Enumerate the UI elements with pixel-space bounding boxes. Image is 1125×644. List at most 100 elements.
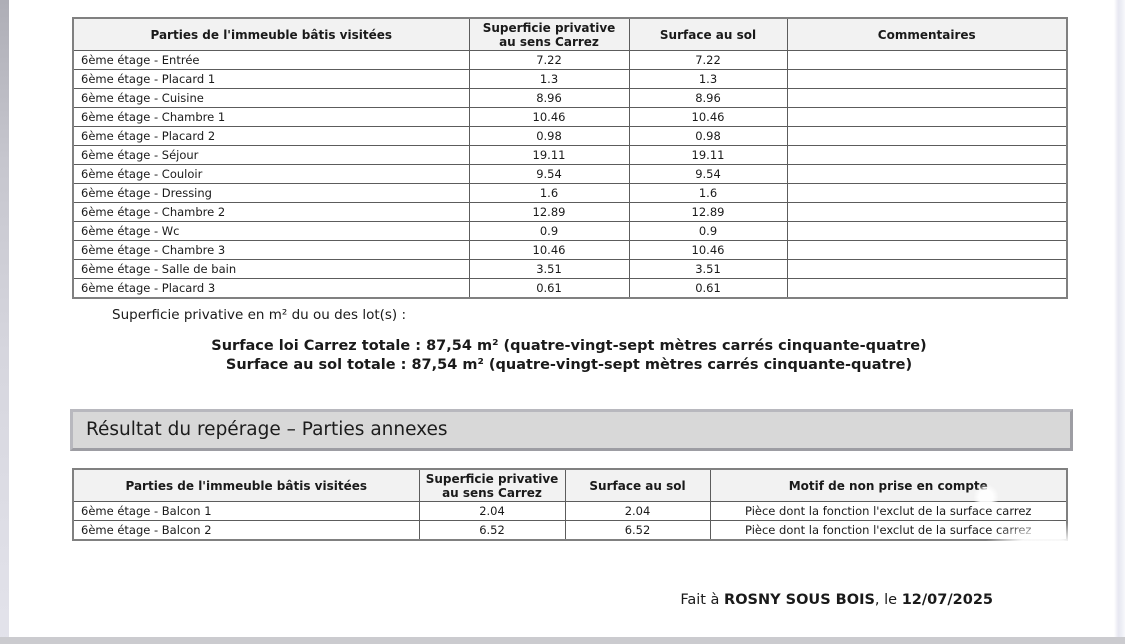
cell-carrez: 10.46 (468, 240, 630, 260)
cell-carrez: 1.3 (468, 69, 630, 89)
cell-partie: 6ème étage - Dressing (72, 183, 470, 203)
cell-sol: 0.98 (628, 126, 788, 146)
cell-commentaire (786, 221, 1068, 241)
cell-partie: 6ème étage - Cuisine (72, 88, 470, 108)
col-header-carrez: Superficie privative au sens Carrez (468, 17, 630, 51)
section-title-parties-annexes: Résultat du repérage – Parties annexes (70, 409, 1073, 451)
cell-sol: 7.22 (628, 50, 788, 70)
footer-date: 12/07/2025 (901, 592, 993, 608)
cell-sol: 6.52 (564, 520, 711, 541)
cell-carrez: 2.04 (418, 501, 566, 521)
table-row: 6ème étage - Placard 3 0.61 0.61 (72, 278, 1068, 299)
cell-partie: 6ème étage - Balcon 1 (72, 501, 420, 521)
table-row: 6ème étage - Entrée 7.22 7.22 (72, 50, 1068, 70)
cell-carrez: 12.89 (468, 202, 630, 222)
col-header-parties: Parties de l'immeuble bâtis visitées (72, 17, 470, 51)
carrez-main-table: Parties de l'immeuble bâtis visitées Sup… (72, 17, 1068, 299)
footer-separator: , le (874, 592, 902, 608)
cell-partie: 6ème étage - Chambre 2 (72, 202, 470, 222)
cell-commentaire (786, 259, 1068, 279)
viewer-right-scroll-edge[interactable] (1114, 0, 1125, 644)
table-row: 6ème étage - Cuisine 8.96 8.96 (72, 88, 1068, 108)
viewer-left-edge (0, 0, 9, 644)
cell-motif: Pièce dont la fonction l'exclut de la su… (709, 520, 1068, 541)
cell-carrez: 1.6 (468, 183, 630, 203)
cell-sol: 3.51 (628, 259, 788, 279)
col-header-surface-sol: Surface au sol (564, 468, 711, 502)
cell-commentaire (786, 88, 1068, 108)
cell-partie: 6ème étage - Chambre 1 (72, 107, 470, 127)
table-row: 6ème étage - Chambre 1 10.46 10.46 (72, 107, 1068, 127)
cell-sol: 8.96 (628, 88, 788, 108)
col-header-surface-sol: Surface au sol (628, 17, 788, 51)
table-row: 6ème étage - Chambre 2 12.89 12.89 (72, 202, 1068, 222)
cell-partie: 6ème étage - Balcon 2 (72, 520, 420, 541)
cell-partie: 6ème étage - Séjour (72, 145, 470, 165)
cell-commentaire (786, 126, 1068, 146)
cell-sol: 2.04 (564, 501, 711, 521)
cell-carrez: 9.54 (468, 164, 630, 184)
table-header-row: Parties de l'immeuble bâtis visitées Sup… (72, 468, 1068, 502)
cell-partie: 6ème étage - Placard 1 (72, 69, 470, 89)
annexes-table: Parties de l'immeuble bâtis visitées Sup… (72, 468, 1068, 541)
table-row: 6ème étage - Dressing 1.6 1.6 (72, 183, 1068, 203)
table-row: 6ème étage - Chambre 3 10.46 10.46 (72, 240, 1068, 260)
table-row: 6ème étage - Salle de bain 3.51 3.51 (72, 259, 1068, 279)
cell-sol: 0.9 (628, 221, 788, 241)
cell-sol: 9.54 (628, 164, 788, 184)
cell-carrez: 8.96 (468, 88, 630, 108)
cell-commentaire (786, 69, 1068, 89)
cell-sol: 1.6 (628, 183, 788, 203)
table-row: 6ème étage - Séjour 19.11 19.11 (72, 145, 1068, 165)
total-carrez-line: Surface loi Carrez totale : 87,54 m² (qu… (211, 338, 927, 354)
col-header-commentaires: Commentaires (786, 17, 1068, 51)
cell-carrez: 3.51 (468, 259, 630, 279)
cell-motif: Pièce dont la fonction l'exclut de la su… (709, 501, 1068, 521)
cell-carrez: 0.98 (468, 126, 630, 146)
table-header-row: Parties de l'immeuble bâtis visitées Sup… (72, 17, 1068, 51)
cell-carrez: 0.9 (468, 221, 630, 241)
col-header-motif: Motif de non prise en compte (709, 468, 1068, 502)
surface-totals: Surface loi Carrez totale : 87,54 m² (qu… (72, 337, 1066, 375)
cell-sol: 12.89 (628, 202, 788, 222)
cell-partie: 6ème étage - Chambre 3 (72, 240, 470, 260)
superficie-intro-text: Superficie privative en m² du ou des lot… (112, 307, 407, 323)
total-sol-line: Surface au sol totale : 87,54 m² (quatre… (225, 357, 913, 373)
table-row: 6ème étage - Placard 1 1.3 1.3 (72, 69, 1068, 89)
cell-commentaire (786, 240, 1068, 260)
cell-carrez: 10.46 (468, 107, 630, 127)
cell-commentaire (786, 145, 1068, 165)
cell-carrez: 19.11 (468, 145, 630, 165)
table-row: 6ème étage - Couloir 9.54 9.54 (72, 164, 1068, 184)
cell-sol: 0.61 (628, 278, 788, 299)
col-header-carrez: Superficie privative au sens Carrez (418, 468, 566, 502)
cell-partie: 6ème étage - Placard 2 (72, 126, 470, 146)
cell-partie: 6ème étage - Wc (72, 221, 470, 241)
col-header-parties: Parties de l'immeuble bâtis visitées (72, 468, 420, 502)
viewer-bottom-edge (0, 637, 1125, 644)
table-row: 6ème étage - Balcon 2 6.52 6.52 Pièce dont … (72, 520, 1068, 541)
cell-carrez: 6.52 (418, 520, 566, 541)
cell-commentaire (786, 50, 1068, 70)
cell-partie: 6ème étage - Salle de bain (72, 259, 470, 279)
cell-commentaire (786, 107, 1068, 127)
footer-city: ROSNY SOUS BOIS (724, 592, 875, 608)
cell-sol: 10.46 (628, 240, 788, 260)
cell-carrez: 7.22 (468, 50, 630, 70)
cell-commentaire (786, 278, 1068, 299)
table-row: 6ème étage - Placard 2 0.98 0.98 (72, 126, 1068, 146)
footer-prefix: Fait à (680, 592, 725, 608)
table-row: 6ème étage - Balcon 1 2.04 2.04 Pièce dont … (72, 501, 1068, 521)
cell-partie: 6ème étage - Entrée (72, 50, 470, 70)
table-row: 6ème étage - Wc 0.9 0.9 (72, 221, 1068, 241)
cell-partie: 6ème étage - Placard 3 (72, 278, 470, 299)
cell-commentaire (786, 183, 1068, 203)
cell-sol: 10.46 (628, 107, 788, 127)
cell-sol: 19.11 (628, 145, 788, 165)
cell-commentaire (786, 202, 1068, 222)
signature-line: Fait à ROSNY SOUS BOIS, le 12/07/2025 (72, 592, 993, 608)
cell-partie: 6ème étage - Couloir (72, 164, 470, 184)
cell-carrez: 0.61 (468, 278, 630, 299)
cell-sol: 1.3 (628, 69, 788, 89)
cell-commentaire (786, 164, 1068, 184)
